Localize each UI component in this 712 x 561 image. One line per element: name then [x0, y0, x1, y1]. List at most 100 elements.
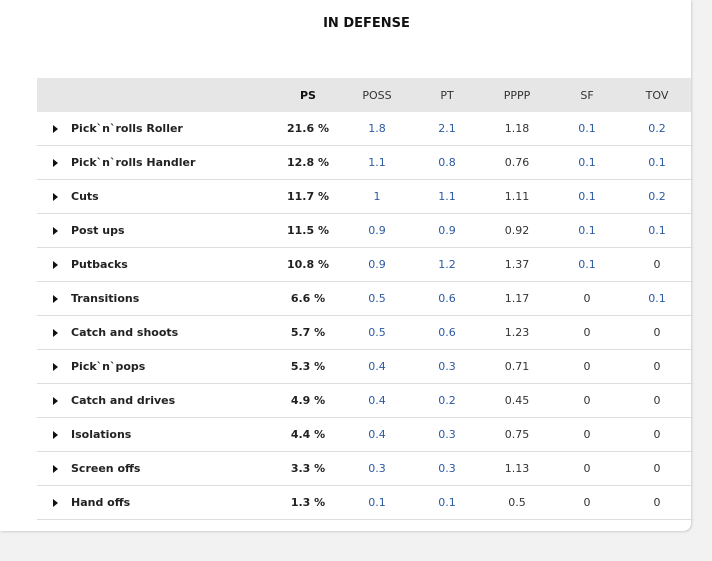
triangle-right-icon: [52, 464, 58, 473]
row-playtype-name: Pick`n`rolls Roller: [71, 122, 183, 135]
row-sf-value: 0: [583, 292, 591, 305]
expand-row-icon[interactable]: [51, 248, 59, 281]
table-row[interactable]: Pick`n`rolls Roller 21.6 % 1.8 2.1 1.18 0.1 0.…: [37, 112, 691, 146]
row-pppp-value: 1.18: [504, 122, 530, 135]
row-pt-value[interactable]: 0.3: [438, 360, 456, 373]
row-tov-value: 0: [653, 462, 661, 475]
expand-row-icon[interactable]: [51, 452, 59, 485]
row-sf-value[interactable]: 0.1: [578, 258, 596, 271]
row-ps-value: 21.6 %: [287, 122, 329, 135]
row-sf-value: 0: [583, 360, 591, 373]
playtype-table: PS POSS PT PPPP SF TOV Pick`n`rolls Roll…: [37, 78, 691, 520]
row-pt-value[interactable]: 2.1: [438, 122, 456, 135]
row-ps-value: 4.4 %: [290, 428, 326, 441]
header-ps[interactable]: PS: [300, 88, 316, 102]
table-row[interactable]: Catch and drives 4.9 % 0.4 0.2 0.45 0 0: [37, 384, 691, 418]
row-pppp-value: 0.92: [504, 224, 530, 237]
row-ps-value: 11.7 %: [287, 190, 329, 203]
row-pt-value[interactable]: 0.3: [438, 428, 456, 441]
row-poss-value[interactable]: 0.1: [368, 496, 386, 509]
header-poss[interactable]: POSS: [362, 88, 392, 102]
table-row[interactable]: Catch and shoots 5.7 % 0.5 0.6 1.23 0 0: [37, 316, 691, 350]
row-tov-value[interactable]: 0.2: [648, 122, 666, 135]
expand-row-icon[interactable]: [51, 282, 59, 315]
row-poss-value[interactable]: 1.8: [368, 122, 386, 135]
row-pppp-value: 1.13: [504, 462, 530, 475]
row-ps-value: 3.3 %: [290, 462, 326, 475]
row-tov-value[interactable]: 0.2: [648, 190, 666, 203]
row-tov-value[interactable]: 0.1: [648, 156, 666, 169]
row-pt-value[interactable]: 0.6: [438, 292, 456, 305]
row-pt-value[interactable]: 0.9: [438, 224, 456, 237]
row-tov-value[interactable]: 0.1: [648, 292, 666, 305]
triangle-right-icon: [52, 226, 58, 235]
row-pt-value[interactable]: 0.6: [438, 326, 456, 339]
header-pppp[interactable]: PPPP: [503, 88, 531, 102]
triangle-right-icon: [52, 192, 58, 201]
row-poss-value[interactable]: 0.3: [368, 462, 386, 475]
row-ps-value: 5.7 %: [290, 326, 326, 339]
expand-row-icon[interactable]: [51, 486, 59, 519]
table-row[interactable]: Isolations 4.4 % 0.4 0.3 0.75 0 0: [37, 418, 691, 452]
header-sf[interactable]: SF: [580, 88, 594, 102]
row-pppp-value: 0.75: [504, 428, 530, 441]
table-row[interactable]: Post ups 11.5 % 0.9 0.9 0.92 0.1 0.1: [37, 214, 691, 248]
row-pt-value[interactable]: 1.1: [438, 190, 456, 203]
table-row[interactable]: Hand offs 1.3 % 0.1 0.1 0.5 0 0: [37, 486, 691, 520]
row-pt-value[interactable]: 0.1: [438, 496, 456, 509]
table-row[interactable]: Screen offs 3.3 % 0.3 0.3 1.13 0 0: [37, 452, 691, 486]
row-poss-value[interactable]: 0.4: [368, 394, 386, 407]
header-tov[interactable]: TOV: [645, 88, 669, 102]
row-pppp-value: 1.17: [504, 292, 530, 305]
row-ps-value: 12.8 %: [287, 156, 329, 169]
row-tov-value: 0: [653, 428, 661, 441]
table-header: PS POSS PT PPPP SF TOV: [37, 78, 691, 112]
expand-row-icon[interactable]: [51, 350, 59, 383]
expand-row-icon[interactable]: [51, 384, 59, 417]
row-poss-value[interactable]: 0.4: [368, 428, 386, 441]
row-sf-value[interactable]: 0.1: [578, 190, 596, 203]
row-pt-value[interactable]: 0.3: [438, 462, 456, 475]
row-tov-value[interactable]: 0.1: [648, 224, 666, 237]
row-pppp-value: 0.76: [504, 156, 530, 169]
row-poss-value[interactable]: 1: [373, 190, 381, 203]
row-sf-value: 0: [583, 496, 591, 509]
row-pt-value[interactable]: 0.8: [438, 156, 456, 169]
row-poss-value[interactable]: 0.5: [368, 292, 386, 305]
row-pppp-value: 0.45: [504, 394, 530, 407]
row-ps-value: 6.6 %: [290, 292, 326, 305]
table-row[interactable]: Transitions 6.6 % 0.5 0.6 1.17 0 0.1: [37, 282, 691, 316]
expand-row-icon[interactable]: [51, 146, 59, 179]
row-ps-value: 4.9 %: [290, 394, 326, 407]
expand-row-icon[interactable]: [51, 112, 59, 145]
row-poss-value[interactable]: 0.9: [368, 224, 386, 237]
row-sf-value[interactable]: 0.1: [578, 156, 596, 169]
row-ps-value: 10.8 %: [287, 258, 329, 271]
row-tov-value: 0: [653, 394, 661, 407]
row-sf-value: 0: [583, 428, 591, 441]
triangle-right-icon: [52, 328, 58, 337]
table-row[interactable]: Cuts 11.7 % 1 1.1 1.11 0.1 0.2: [37, 180, 691, 214]
row-poss-value[interactable]: 1.1: [368, 156, 386, 169]
table-row[interactable]: Putbacks 10.8 % 0.9 1.2 1.37 0.1 0: [37, 248, 691, 282]
row-poss-value[interactable]: 0.5: [368, 326, 386, 339]
row-sf-value: 0: [583, 462, 591, 475]
triangle-right-icon: [52, 158, 58, 167]
table-row[interactable]: Pick`n`pops 5.3 % 0.4 0.3 0.71 0 0: [37, 350, 691, 384]
row-sf-value[interactable]: 0.1: [578, 224, 596, 237]
table-row[interactable]: Pick`n`rolls Handler 12.8 % 1.1 0.8 0.76 0.1 0…: [37, 146, 691, 180]
row-ps-value: 1.3 %: [290, 496, 326, 509]
header-pt[interactable]: PT: [440, 88, 454, 102]
expand-row-icon[interactable]: [51, 418, 59, 451]
row-poss-value[interactable]: 0.9: [368, 258, 386, 271]
row-sf-value[interactable]: 0.1: [578, 122, 596, 135]
expand-row-icon[interactable]: [51, 180, 59, 213]
triangle-right-icon: [52, 124, 58, 133]
row-playtype-name: Pick`n`pops: [71, 360, 146, 373]
row-pppp-value: 1.37: [504, 258, 530, 271]
row-poss-value[interactable]: 0.4: [368, 360, 386, 373]
row-pt-value[interactable]: 0.2: [438, 394, 456, 407]
row-pt-value[interactable]: 1.2: [438, 258, 456, 271]
expand-row-icon[interactable]: [51, 316, 59, 349]
expand-row-icon[interactable]: [51, 214, 59, 247]
